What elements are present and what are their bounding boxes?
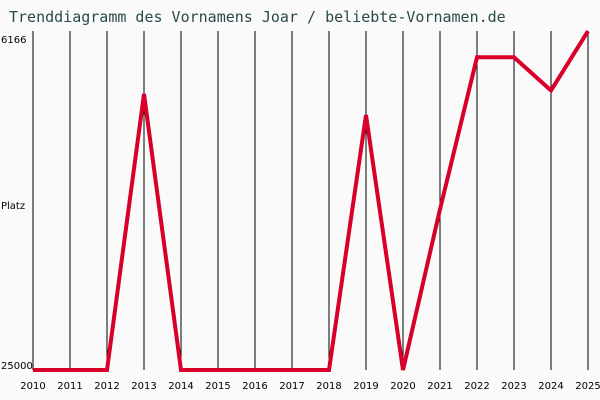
x-tick-label: 2023 — [501, 381, 527, 392]
chart-title: Trenddiagramm des Vornamens Joar / belie… — [9, 8, 506, 26]
x-tick-label: 2024 — [538, 381, 564, 392]
x-tick-label: 2011 — [57, 381, 83, 392]
trend-line — [33, 30, 590, 372]
x-tick-label: 2017 — [279, 381, 305, 392]
x-tick-label: 2013 — [131, 381, 157, 392]
x-tick-label: 2018 — [316, 381, 342, 392]
y-axis-label: Platz — [1, 201, 26, 212]
x-tick-label: 2020 — [390, 381, 416, 392]
x-tick-label: 2014 — [168, 381, 194, 392]
y-tick-top: 6166 — [1, 35, 27, 46]
x-tick-label: 2021 — [427, 381, 453, 392]
x-tick-label: 2019 — [353, 381, 379, 392]
x-tick-label: 2010 — [20, 381, 46, 392]
x-tick-label: 2012 — [94, 381, 120, 392]
x-tick-label: 2016 — [242, 381, 268, 392]
x-tick-label: 2025 — [575, 381, 600, 392]
y-tick-bottom: 25000 — [1, 361, 33, 372]
x-tick-label: 2022 — [464, 381, 490, 392]
x-tick-label: 2015 — [205, 381, 231, 392]
